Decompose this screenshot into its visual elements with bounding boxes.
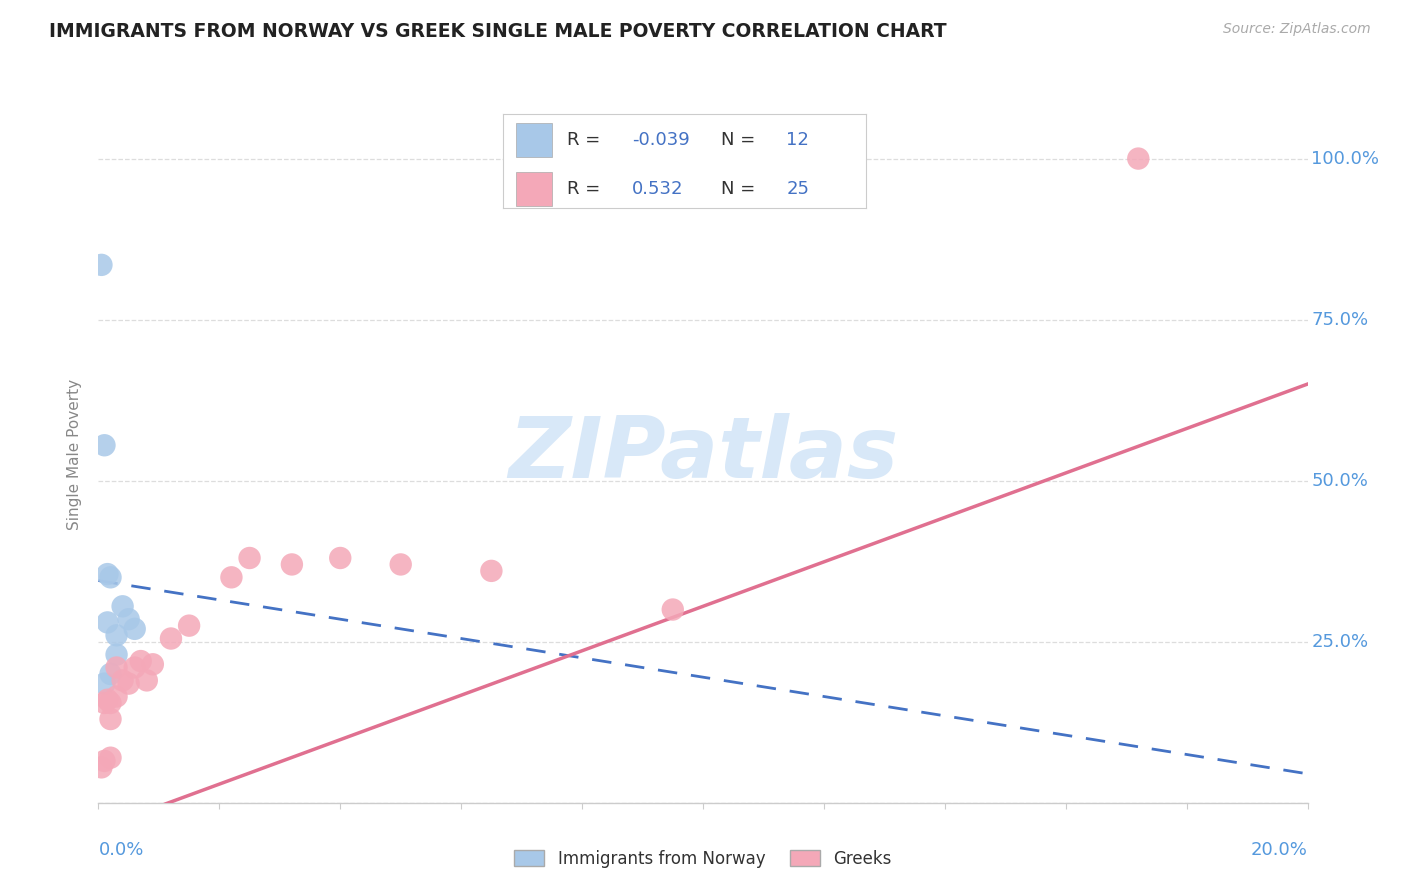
Point bbox=[118, 676, 141, 690]
Legend: Immigrants from Norway, Greeks: Immigrants from Norway, Greeks bbox=[508, 843, 898, 874]
Point bbox=[1128, 152, 1150, 166]
Point bbox=[389, 558, 412, 572]
Point bbox=[96, 567, 118, 582]
Text: 100.0%: 100.0% bbox=[1312, 150, 1379, 168]
Point bbox=[105, 660, 128, 674]
Point bbox=[105, 690, 128, 704]
Text: 0.0%: 0.0% bbox=[98, 841, 143, 859]
Text: 25.0%: 25.0% bbox=[1312, 632, 1368, 651]
Point bbox=[93, 438, 115, 452]
Text: 50.0%: 50.0% bbox=[1312, 472, 1368, 490]
Point bbox=[329, 551, 352, 566]
Point bbox=[177, 618, 201, 632]
Point bbox=[111, 673, 134, 688]
Point bbox=[135, 673, 157, 688]
Point bbox=[239, 551, 262, 566]
Point bbox=[100, 667, 122, 681]
Point bbox=[93, 754, 115, 768]
Text: 75.0%: 75.0% bbox=[1312, 310, 1368, 328]
Point bbox=[93, 696, 115, 710]
Text: Source: ZipAtlas.com: Source: ZipAtlas.com bbox=[1223, 22, 1371, 37]
Text: IMMIGRANTS FROM NORWAY VS GREEK SINGLE MALE POVERTY CORRELATION CHART: IMMIGRANTS FROM NORWAY VS GREEK SINGLE M… bbox=[49, 22, 946, 41]
Point bbox=[481, 564, 503, 578]
Point bbox=[90, 258, 112, 272]
Point bbox=[124, 660, 146, 674]
Point bbox=[118, 612, 141, 626]
Point bbox=[100, 696, 122, 710]
Point bbox=[96, 615, 118, 630]
Text: ZIPatlas: ZIPatlas bbox=[508, 413, 898, 497]
Point bbox=[160, 632, 183, 646]
Point bbox=[93, 676, 115, 690]
Point bbox=[221, 570, 243, 584]
Point bbox=[281, 558, 304, 572]
Point bbox=[100, 750, 122, 764]
Point bbox=[90, 760, 112, 774]
Point bbox=[96, 692, 118, 706]
Point bbox=[111, 599, 134, 614]
Point bbox=[105, 648, 128, 662]
Point bbox=[100, 712, 122, 726]
Point bbox=[661, 602, 683, 616]
Point bbox=[105, 628, 128, 642]
Point bbox=[129, 654, 152, 668]
Point bbox=[142, 657, 165, 672]
Y-axis label: Single Male Poverty: Single Male Poverty bbox=[67, 379, 83, 531]
Point bbox=[100, 570, 122, 584]
Point bbox=[124, 622, 146, 636]
Text: 20.0%: 20.0% bbox=[1251, 841, 1308, 859]
